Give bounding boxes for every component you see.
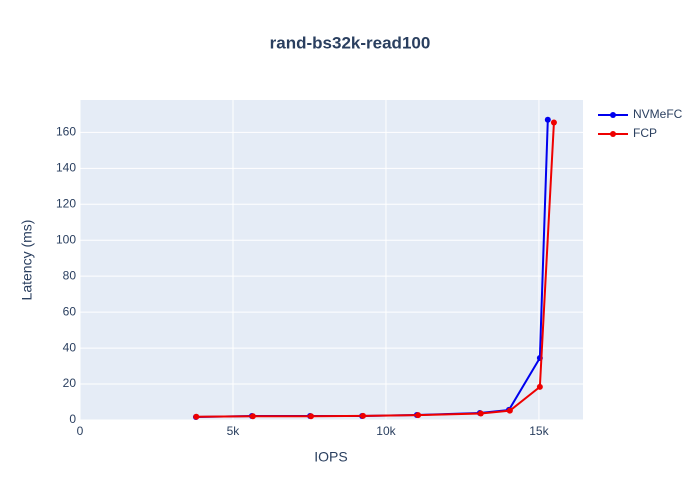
plot-area: [80, 100, 583, 420]
point: [415, 412, 422, 419]
point: [193, 413, 200, 420]
legend-label: NVMeFC: [633, 107, 683, 121]
point: [506, 407, 513, 414]
y-tick-label: 40: [63, 340, 77, 354]
point: [550, 119, 557, 126]
x-tick-label: 0: [77, 424, 84, 438]
y-tick-label: 60: [63, 304, 77, 318]
y-tick-label: 20: [63, 376, 77, 390]
y-tick-label: 120: [56, 196, 76, 210]
legend-marker: [610, 131, 616, 137]
y-tick-label: 100: [56, 232, 76, 246]
chart-title: rand-bs32k-read100: [270, 33, 431, 52]
y-tick-label: 80: [63, 268, 77, 282]
point: [308, 413, 315, 420]
x-tick-label: 15k: [529, 424, 549, 438]
x-axis-title: IOPS: [314, 449, 347, 465]
x-tick-label: 10k: [376, 424, 396, 438]
legend-marker: [610, 112, 616, 118]
point: [544, 116, 551, 123]
point: [360, 412, 367, 419]
y-axis-title: Latency (ms): [19, 220, 35, 301]
point: [249, 413, 256, 420]
point: [536, 383, 543, 390]
point: [477, 410, 484, 417]
y-tick-label: 160: [56, 125, 76, 139]
x-tick-label: 5k: [227, 424, 241, 438]
y-tick-label: 0: [69, 412, 76, 426]
legend-label: FCP: [633, 126, 657, 140]
y-tick-label: 140: [56, 160, 76, 174]
